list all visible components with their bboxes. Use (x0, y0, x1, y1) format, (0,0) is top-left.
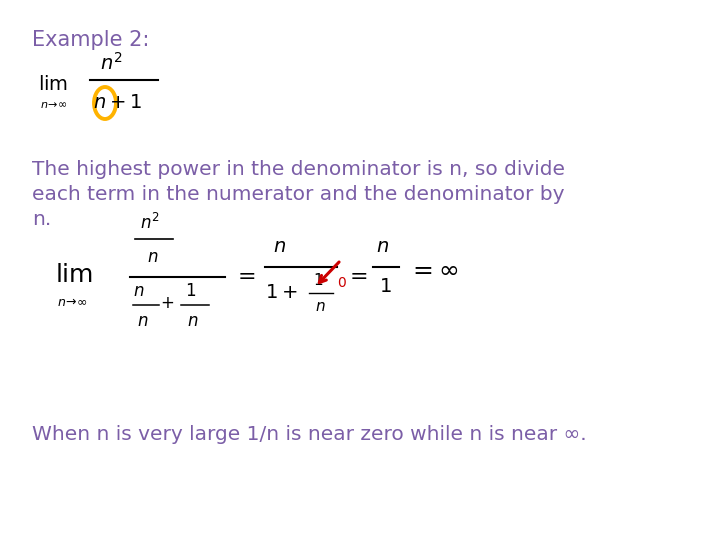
Text: $1$: $1$ (379, 278, 392, 296)
Text: $= \infty$: $= \infty$ (408, 259, 459, 281)
Text: $n+1$: $n+1$ (93, 94, 142, 112)
Text: The highest power in the denominator is n, so divide: The highest power in the denominator is … (32, 160, 565, 179)
Text: n.: n. (32, 210, 51, 229)
Text: $=$: $=$ (345, 264, 368, 286)
Text: $1$: $1$ (185, 282, 196, 300)
Text: $n^2$: $n^2$ (140, 213, 160, 233)
Text: $n^2$: $n^2$ (100, 52, 122, 74)
Text: $n$: $n$ (376, 238, 389, 256)
Text: Example 2:: Example 2: (32, 30, 149, 50)
Text: When n is very large 1/n is near zero while n is near ∞.: When n is very large 1/n is near zero wh… (32, 425, 587, 444)
Text: $n\!\rightarrow\!\infty$: $n\!\rightarrow\!\infty$ (57, 296, 87, 309)
Text: $n$: $n$ (187, 313, 199, 329)
Text: $n$: $n$ (273, 238, 286, 256)
Text: each term in the numerator and the denominator by: each term in the numerator and the denom… (32, 185, 564, 204)
Text: $n$: $n$ (137, 313, 148, 329)
Text: $n$: $n$ (147, 248, 158, 266)
Text: $1+$: $1+$ (265, 284, 297, 302)
Text: $n$: $n$ (133, 282, 145, 300)
Text: $n\!\rightarrow\!\infty$: $n\!\rightarrow\!\infty$ (40, 100, 67, 110)
Text: $0$: $0$ (337, 276, 347, 290)
Text: $\lim$: $\lim$ (38, 76, 68, 94)
Text: $1$: $1$ (313, 272, 323, 288)
Text: $\lim$: $\lim$ (55, 264, 93, 287)
Text: $n$: $n$ (315, 300, 325, 314)
Text: $+$: $+$ (160, 294, 174, 312)
Text: $=$: $=$ (233, 264, 256, 286)
